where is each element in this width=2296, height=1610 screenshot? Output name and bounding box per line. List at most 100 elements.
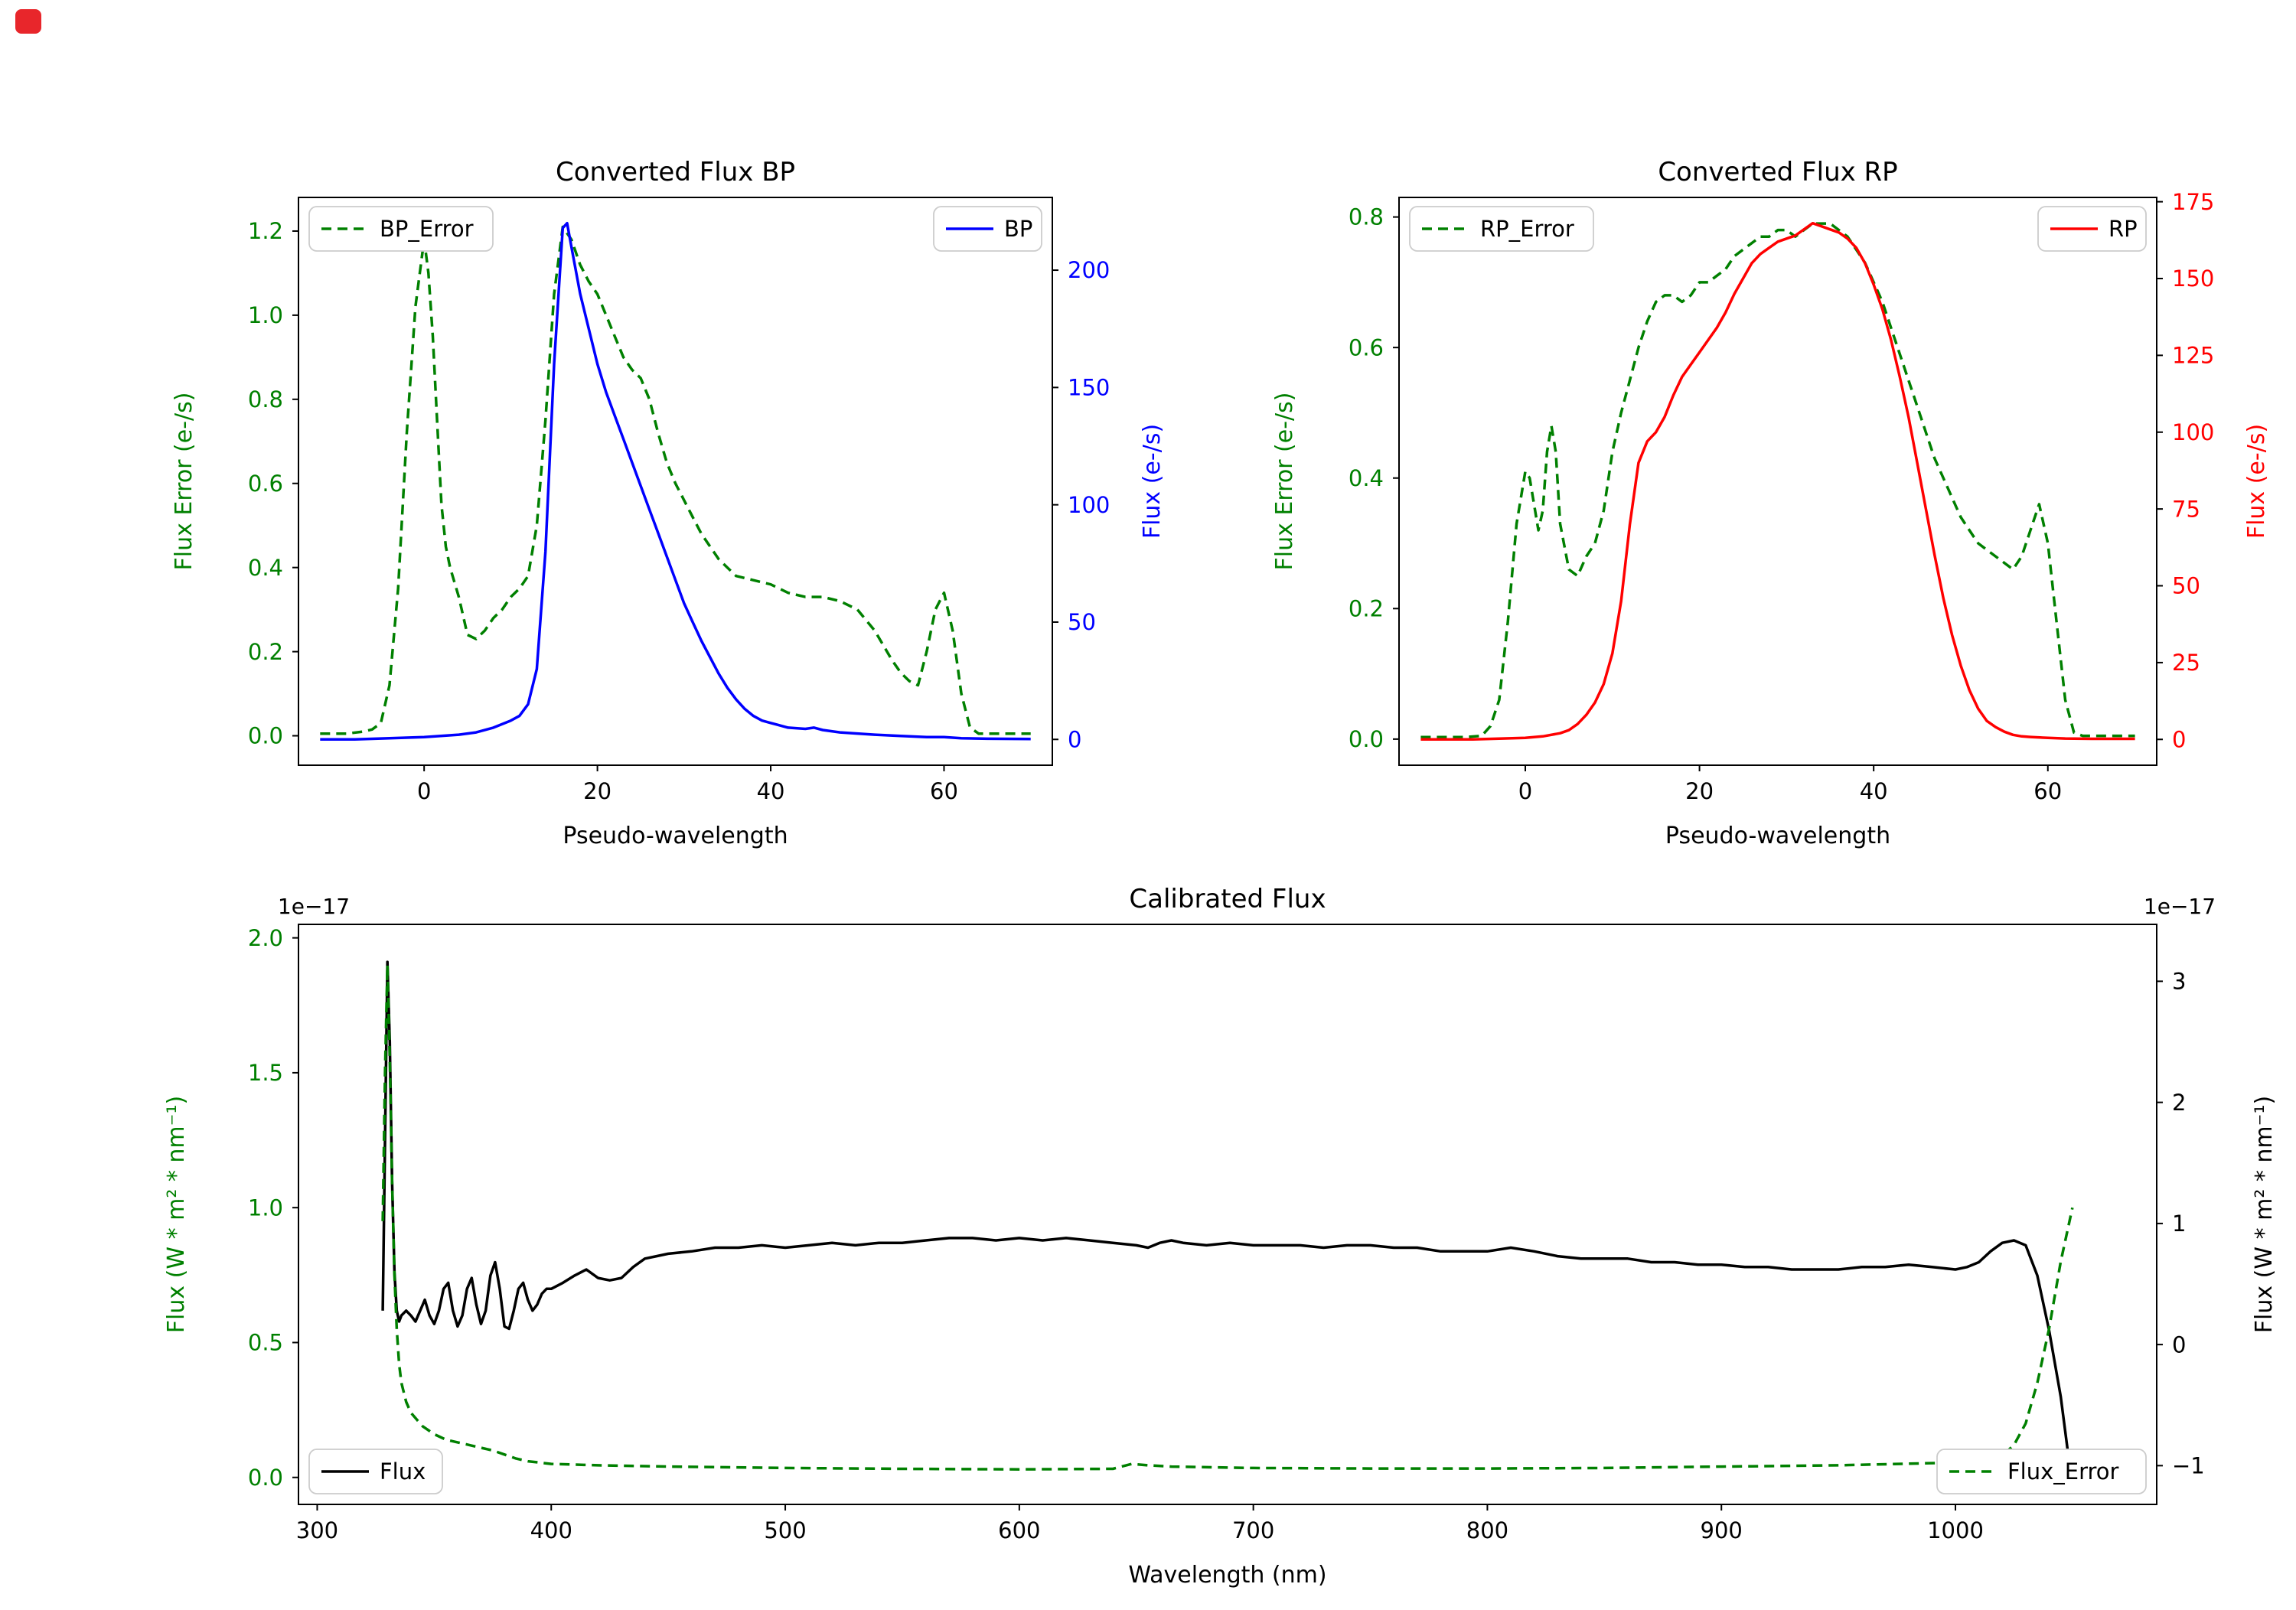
chart-title: Calibrated Flux — [1129, 884, 1326, 914]
flux-error-line — [381, 963, 2074, 1471]
legend-flux-error: Flux_Error — [1936, 1449, 2147, 1494]
axes-spines — [298, 197, 1053, 766]
x-axis-label: Pseudo-wavelength — [1665, 823, 1890, 849]
left-y-axis-converted-flux-rp: 0.0 0.2 0.4 0.6 0.8 Flux Error (e-/s) — [1271, 204, 1399, 752]
y-tick-label: 0.0 — [1349, 726, 1384, 752]
chart-calibrated-flux: 300 400 500 600 700 800 900 1000 Wavelength (nm)… — [163, 884, 2278, 1589]
chart-converted-flux-rp: 0 20 40 60 Pseudo-wavelength 0.0 0.2 0.4 0.6 0.8 F… — [1271, 157, 2270, 849]
chart-title: Converted Flux RP — [1658, 157, 1897, 187]
y-tick-label: 1.5 — [248, 1060, 283, 1086]
y-tick-label: 2 — [2172, 1090, 2186, 1116]
y-tick-label: 0.6 — [248, 471, 283, 497]
right-axis-offset-text: 1e−17 — [2144, 894, 2216, 919]
axes-spines — [1398, 197, 2157, 766]
y-tick-label: 0 — [2172, 726, 2186, 752]
legend-label: BP_Error — [380, 216, 474, 242]
right-y-axis-label: Flux (e-/s) — [2243, 424, 2270, 539]
y-tick-label: 0.0 — [248, 723, 283, 749]
left-y-axis-converted-flux-bp: 0.0 0.2 0.4 0.6 0.8 1.0 1.2 Flux Error (e-/s) — [171, 218, 298, 749]
x-tick-label: 700 — [1232, 1517, 1274, 1543]
x-tick-label: 0 — [1518, 778, 1532, 804]
chart-converted-flux-bp: 0 20 40 60 Pseudo-wavelength 0.0 0.2 0.4 0.6 0.8 1… — [171, 157, 1166, 849]
x-tick-label: 900 — [1701, 1517, 1743, 1543]
chart-title: Converted Flux BP — [556, 157, 795, 187]
y-tick-label: 1.0 — [248, 1194, 283, 1221]
y-tick-label: 50 — [2172, 573, 2200, 599]
legend-rp: RP — [2037, 206, 2147, 252]
y-tick-label: 175 — [2172, 189, 2214, 215]
legend-label: Flux — [380, 1458, 426, 1485]
axes-spines — [298, 924, 2157, 1505]
bp-error-line — [320, 225, 1031, 735]
x-tick-label: 60 — [2033, 778, 2062, 804]
right-y-axis-calibrated-flux: −1 0 1 2 3 Flux (W * m² * nm⁻¹) 1e−17 — [2144, 894, 2278, 1479]
y-tick-label: 50 — [1068, 609, 1096, 635]
legend-bp: BP — [933, 206, 1042, 252]
left-y-axis-label: Flux (W * m² * nm⁻¹) — [163, 1096, 190, 1333]
rp-error-line — [1420, 222, 2135, 739]
y-tick-label: 0.5 — [248, 1330, 283, 1356]
x-axis-label: Wavelength (nm) — [1128, 1562, 1326, 1589]
y-tick-label: 100 — [2172, 419, 2214, 445]
y-tick-label: 1.2 — [248, 218, 283, 244]
left-y-axis-label: Flux Error (e-/s) — [1271, 393, 1298, 571]
legend-frame — [308, 206, 494, 252]
plot-area-converted-flux-rp — [1420, 221, 2135, 741]
y-tick-label: 0.8 — [1349, 204, 1384, 230]
left-y-axis-label: Flux Error (e-/s) — [171, 393, 197, 571]
legend-frame — [308, 1449, 443, 1494]
x-tick-label: 500 — [764, 1517, 806, 1543]
legend-frame — [1936, 1449, 2147, 1494]
rp-line — [1420, 221, 2135, 741]
red-corner-dot — [15, 9, 41, 34]
x-tick-label: 400 — [530, 1517, 572, 1543]
y-tick-label: 0.4 — [248, 555, 283, 581]
right-y-axis-converted-flux-rp: 0 25 50 75 100 125 150 175 Flux (e-/s) — [2157, 189, 2270, 752]
legend-label: BP — [1004, 216, 1032, 242]
flux-line — [381, 960, 2074, 1474]
left-y-axis-calibrated-flux: 0.0 0.5 1.0 1.5 2.0 Flux (W * m² * nm⁻¹) 1e−17 — [163, 894, 350, 1491]
x-tick-label: 300 — [296, 1517, 338, 1543]
left-axis-offset-text: 1e−17 — [278, 894, 350, 919]
y-tick-label: 75 — [2172, 496, 2200, 522]
legend-label: RP_Error — [1480, 216, 1574, 242]
y-tick-label: 2.0 — [248, 925, 283, 951]
y-tick-label: 3 — [2172, 969, 2186, 995]
y-tick-label: 1 — [2172, 1211, 2186, 1237]
x-axis-converted-flux-rp: 0 20 40 60 Pseudo-wavelength — [1518, 765, 2062, 849]
x-tick-label: 60 — [930, 778, 958, 804]
x-axis-calibrated-flux: 300 400 500 600 700 800 900 1000 Wavelength (nm) — [296, 1504, 1984, 1589]
legend-rp-error: RP_Error — [1409, 206, 1594, 252]
legend-frame — [1409, 206, 1594, 252]
x-axis-converted-flux-bp: 0 20 40 60 Pseudo-wavelength — [417, 765, 958, 849]
x-tick-label: 20 — [1685, 778, 1714, 804]
y-tick-label: 0.4 — [1349, 465, 1384, 491]
right-y-axis-label: Flux (W * m² * nm⁻¹) — [2251, 1096, 2278, 1333]
legend-flux: Flux — [308, 1449, 443, 1494]
y-tick-label: 0 — [2172, 1331, 2186, 1357]
y-tick-label: 150 — [1068, 375, 1110, 401]
legend-bp-error: BP_Error — [308, 206, 494, 252]
y-tick-label: 100 — [1068, 492, 1110, 518]
y-tick-label: 1.0 — [248, 302, 283, 328]
y-tick-label: 0.0 — [248, 1465, 283, 1491]
y-tick-label: 0 — [1068, 726, 1081, 752]
bp-line — [320, 221, 1031, 741]
y-tick-label: 125 — [2172, 343, 2214, 369]
y-tick-label: 0.2 — [1349, 595, 1384, 621]
right-y-axis-label: Flux (e-/s) — [1139, 424, 1166, 539]
x-tick-label: 600 — [998, 1517, 1040, 1543]
y-tick-label: 150 — [2172, 266, 2214, 292]
x-axis-label: Pseudo-wavelength — [563, 823, 788, 849]
y-tick-label: 0.2 — [248, 639, 283, 665]
right-y-axis-converted-flux-bp: 0 50 100 150 200 Flux (e-/s) — [1052, 257, 1166, 752]
y-tick-label: 0.6 — [1349, 334, 1384, 360]
plot-area-calibrated-flux — [381, 960, 2074, 1474]
y-tick-label: 200 — [1068, 257, 1110, 283]
x-tick-label: 800 — [1466, 1517, 1508, 1543]
x-tick-label: 40 — [757, 778, 785, 804]
legend-label: RP — [2108, 216, 2138, 242]
legend-label: Flux_Error — [2007, 1458, 2119, 1485]
